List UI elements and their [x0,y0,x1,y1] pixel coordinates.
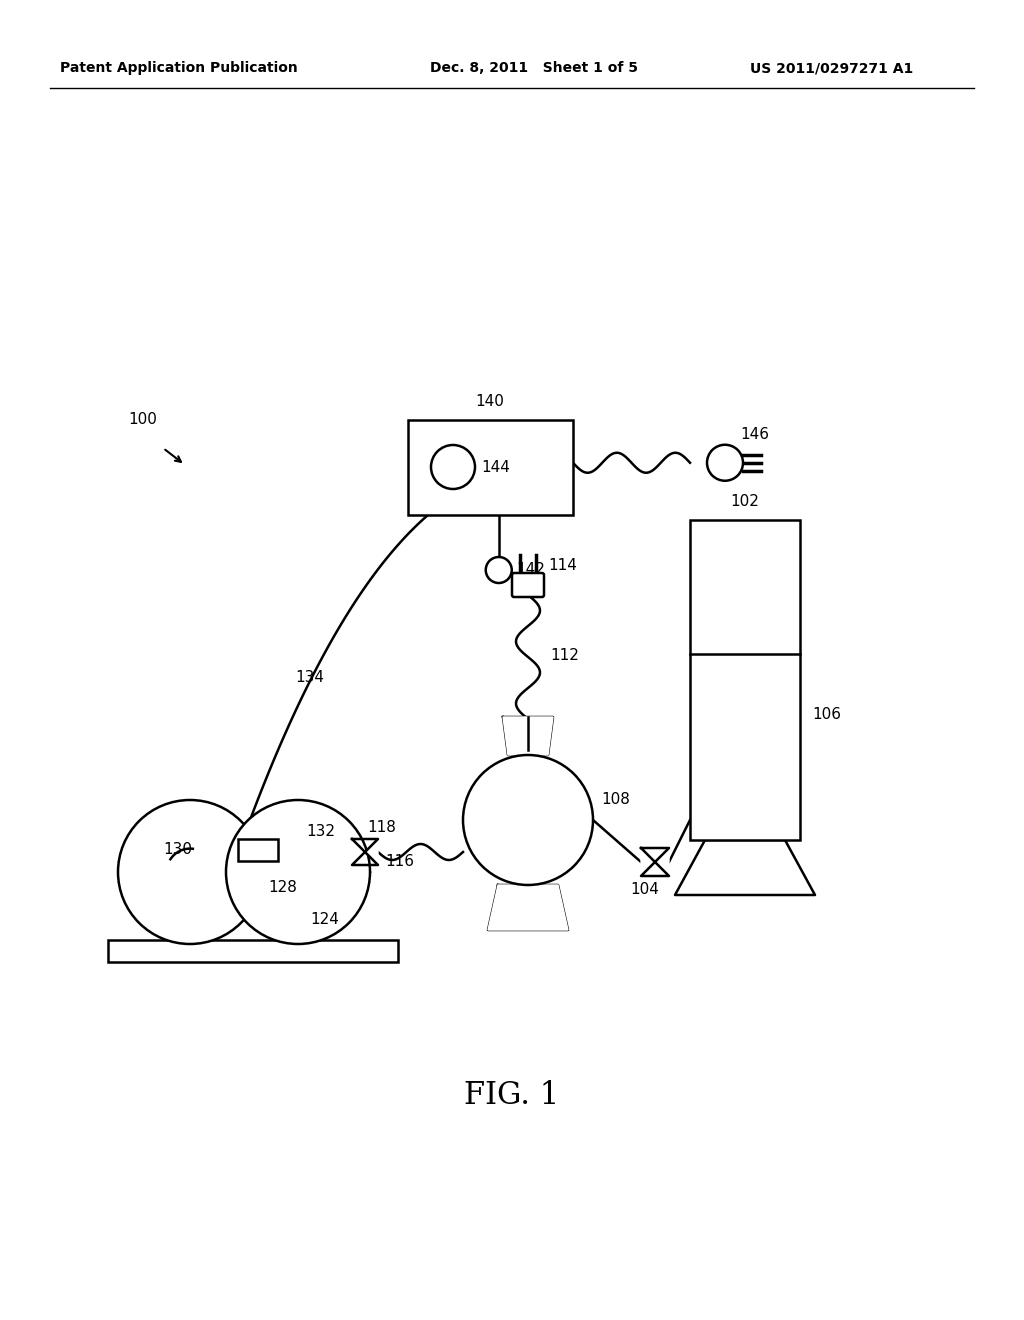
Bar [408,420,573,515]
Text: 100: 100 [128,412,157,428]
Bar [108,940,398,962]
Text: 142: 142 [517,562,546,578]
Text: 108: 108 [601,792,630,808]
Text: 124: 124 [310,912,339,928]
Bar [238,840,278,861]
Text: 140: 140 [475,395,505,409]
Text: US 2011/0297271 A1: US 2011/0297271 A1 [750,61,913,75]
Text: 118: 118 [367,820,396,834]
Text: 102: 102 [730,495,760,510]
Circle shape [485,557,512,583]
Text: 112: 112 [550,648,579,663]
FancyBboxPatch shape [512,573,544,597]
Text: FIG. 1: FIG. 1 [464,1080,560,1110]
Circle shape [431,445,475,488]
Circle shape [463,755,593,884]
Text: 106: 106 [812,708,841,722]
Text: 130: 130 [163,842,193,858]
Text: 146: 146 [740,428,769,442]
Text: 104: 104 [631,883,659,898]
Bar [690,520,800,840]
Circle shape [707,445,743,480]
Polygon shape [503,717,553,755]
Text: Patent Application Publication: Patent Application Publication [60,61,298,75]
Text: 144: 144 [481,459,510,474]
Polygon shape [365,840,378,865]
Text: 116: 116 [385,854,414,870]
Polygon shape [655,847,669,876]
Text: 114: 114 [548,557,577,573]
Polygon shape [352,840,365,865]
Circle shape [226,800,370,944]
Text: Dec. 8, 2011   Sheet 1 of 5: Dec. 8, 2011 Sheet 1 of 5 [430,61,638,75]
Text: 128: 128 [268,879,297,895]
Polygon shape [641,847,655,876]
Text: 132: 132 [306,825,335,840]
Bar [690,655,800,840]
Circle shape [118,800,262,944]
Text: 134: 134 [295,671,324,685]
Polygon shape [488,884,568,931]
